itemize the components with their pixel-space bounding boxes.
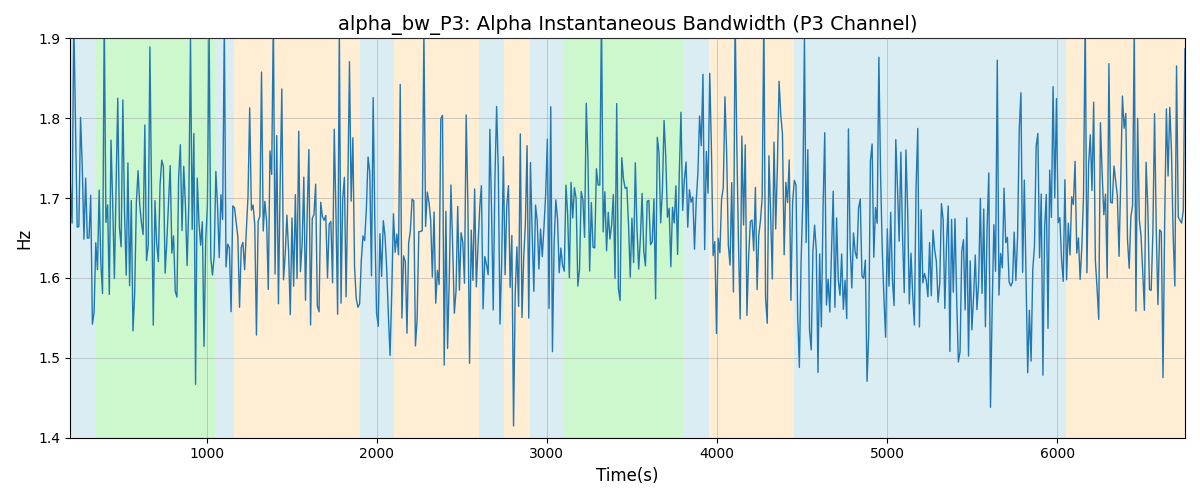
Title: alpha_bw_P3: Alpha Instantaneous Bandwidth (P3 Channel): alpha_bw_P3: Alpha Instantaneous Bandwid… xyxy=(338,15,918,35)
Bar xyxy=(394,38,479,438)
Bar xyxy=(215,38,234,438)
Bar xyxy=(793,38,836,438)
Bar xyxy=(479,38,504,438)
Bar xyxy=(71,38,96,438)
Y-axis label: Hz: Hz xyxy=(14,228,32,248)
Bar xyxy=(234,38,360,438)
Bar xyxy=(530,38,564,438)
Bar xyxy=(360,38,394,438)
X-axis label: Time(s): Time(s) xyxy=(596,467,659,485)
Bar xyxy=(1117,38,1186,438)
Bar xyxy=(708,38,793,438)
Bar xyxy=(683,38,708,438)
Bar xyxy=(504,38,530,438)
Bar xyxy=(96,38,215,438)
Bar xyxy=(564,38,683,438)
Bar xyxy=(836,38,1066,438)
Bar xyxy=(1066,38,1117,438)
